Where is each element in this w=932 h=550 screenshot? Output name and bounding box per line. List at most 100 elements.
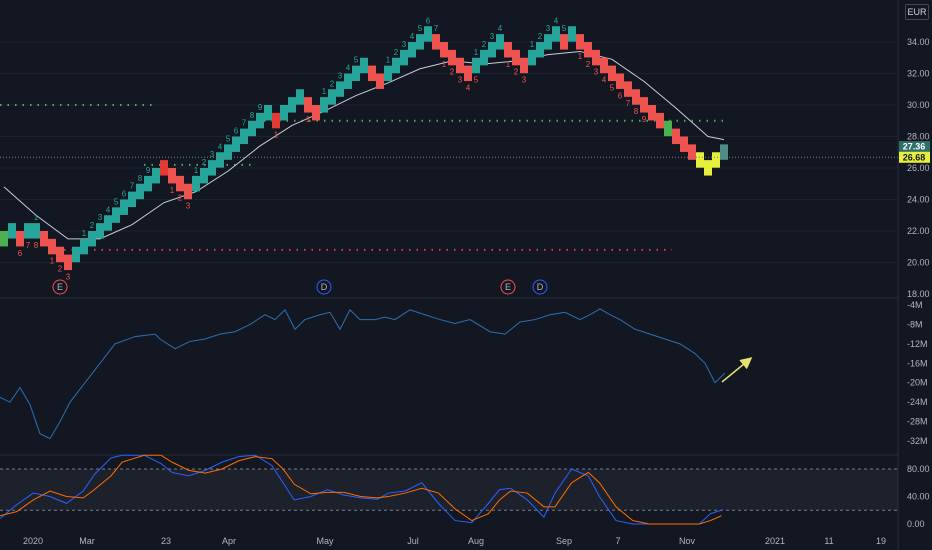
renko-brick [120,199,128,215]
renko-brick [496,34,504,50]
stochastic-k-line [0,454,722,525]
renko-brick [96,223,104,239]
renko-brick [400,49,408,66]
buy-count-label: 8 [634,107,639,116]
renko-brick [288,97,296,113]
renko-brick [408,42,416,58]
renko-brick [168,168,176,184]
renko-brick [552,26,560,42]
sell-count-label: 4 [106,205,111,214]
renko-brick [536,42,544,58]
renko-brick [704,160,712,176]
stochastic-axis[interactable]: 80.00 40.00 0.00 [907,464,930,529]
sell-count-label: 4 [498,24,503,33]
stochastic-tick-label: 40.00 [907,492,930,502]
renko-brick [384,65,392,82]
moving-average-line [3,50,725,240]
renko-brick [640,97,648,113]
sell-count-label: 5 [418,24,423,33]
renko-brick [664,120,672,137]
sell-count-label: 2 [90,221,95,230]
buy-count-label: 4 [466,83,471,92]
buy-count-label: 1 [274,131,279,140]
buy-count-label: 2 [178,194,183,203]
sell-count-label: 6 [234,127,239,136]
buy-count-label: 5 [474,76,479,85]
renko-brick [216,152,224,168]
renko-brick [344,73,352,89]
time-tick-label: Apr [222,536,236,546]
renko-brick [176,175,184,192]
price-tick-label: 22.00 [907,226,930,236]
previous-price-label: 27.36 [903,142,926,152]
renko-brick [376,73,384,89]
renko-brick [16,231,24,247]
buy-count-label: 2 [450,68,455,77]
renko-brick [80,238,88,255]
volume-flow-line [0,308,726,440]
price-axis[interactable]: 34.00 32.00 30.00 28.00 26.00 24.00 22.00 20.00… [907,37,930,299]
sell-count-label: 2 [394,48,399,57]
renko-brick [184,183,192,200]
buy-count-label: 5 [610,83,615,92]
flow-tick-label: -16M [907,358,928,368]
flow-tick-label: -20M [907,378,928,388]
sell-count-label: 5 [114,197,119,206]
renko-brick [48,238,56,255]
renko-brick [136,183,144,200]
sell-count-label: 4 [218,142,223,151]
renko-brick [600,57,608,74]
renko-brick [608,65,616,82]
sell-count-label: 9 [258,103,263,112]
sell-count-label: 2 [202,158,207,167]
renko-brick [64,254,72,271]
renko-brick [712,152,720,168]
renko-brick [280,105,288,121]
renko-brick [720,144,728,160]
sell-count-label: 3 [402,40,407,49]
renko-brick [488,42,496,58]
renko-brick [624,81,632,97]
time-tick-label: 11 [824,536,833,546]
main-grid [0,41,898,263]
time-tick-label: 7 [615,536,620,546]
currency-badge[interactable]: EUR [905,4,929,20]
event-marker-label: D [537,282,544,292]
time-axis[interactable]: 2020 Mar 23 Apr May Jul Aug Sep 7 Nov 2021 11 19 [23,536,886,546]
sell-count-label: 2 [482,40,487,49]
renko-brick [544,34,552,50]
renko-brick [592,49,600,66]
renko-brick [336,81,344,97]
renko-brick [392,57,400,74]
sell-count-label: 7 [130,182,135,191]
renko-brick [424,26,432,42]
renko-brick [304,97,312,113]
renko-brick [40,231,48,247]
renko-brick [0,231,8,247]
sell-count-label: 1 [194,166,199,175]
current-price-label: 26.68 [903,152,926,162]
sell-count-label: 4 [554,16,559,25]
flow-axis[interactable]: -4M -8M -12M -16M -20M -24M -28M -32M [907,300,928,446]
renko-brick [272,112,280,129]
renko-brick [512,49,520,66]
sell-count-label: 3 [490,32,495,41]
event-marker-label: E [505,282,511,292]
stochastic-band [0,469,898,511]
time-tick-label: 2021 [765,536,785,546]
buy-count-label: 3 [186,202,191,211]
buy-count-label: 8 [34,241,39,250]
renko-brick [224,144,232,160]
sell-count-label: 1 [82,229,87,238]
sell-count-label: 6 [426,16,431,25]
flow-tick-label: -12M [907,339,928,349]
renko-brick [8,223,16,239]
buy-count-label: 7 [626,99,631,108]
renko-brick [472,57,480,74]
renko-brick [160,160,168,176]
renko-brick [152,168,160,184]
time-tick-label: 2020 [23,536,43,546]
renko-brick [616,73,624,89]
